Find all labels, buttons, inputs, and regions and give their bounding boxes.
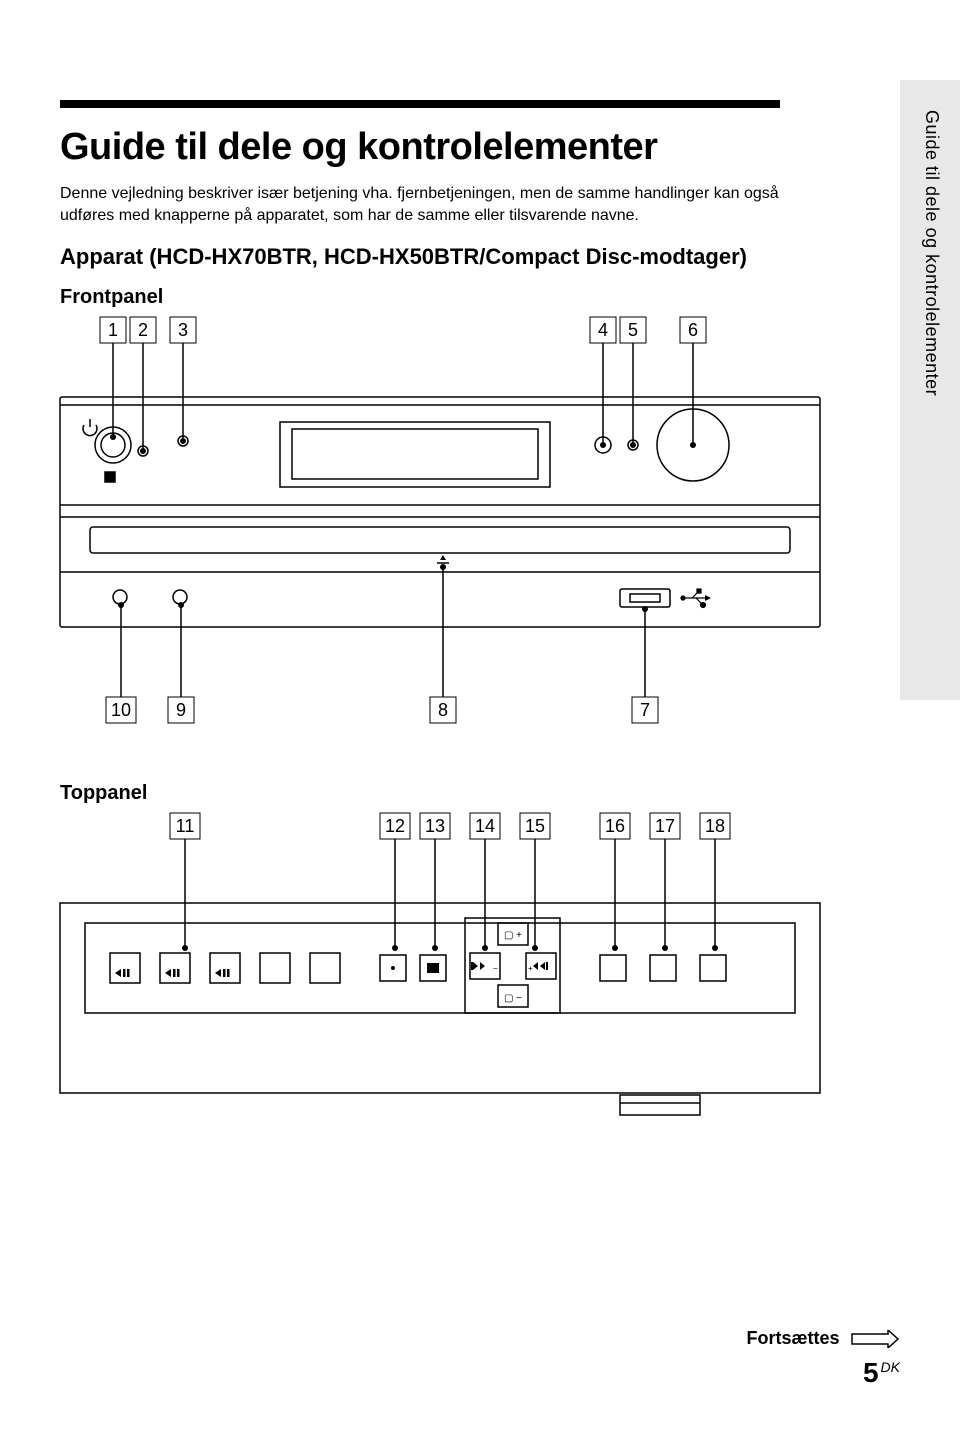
page-number-value: 5 [863, 1357, 879, 1388]
toppanel-heading: Toppanel [60, 782, 900, 805]
callout-5: 5 [628, 320, 638, 340]
svg-text:−: − [493, 964, 498, 973]
frontpanel-diagram: 1 2 3 4 5 6 [60, 317, 840, 757]
svg-text:+: + [528, 964, 533, 973]
callout-14: 14 [475, 816, 495, 836]
page-title: Guide til dele og kontrolelementer [60, 126, 900, 169]
frontpanel-heading: Frontpanel [60, 286, 900, 309]
page-number: 5DK [747, 1357, 900, 1389]
callout-9: 9 [176, 700, 186, 720]
callout-6: 6 [688, 320, 698, 340]
footer: Fortsættes 5DK [747, 1328, 900, 1389]
callout-7: 7 [640, 700, 650, 720]
callout-18: 18 [705, 816, 725, 836]
callout-1: 1 [108, 320, 118, 340]
intro-paragraph: Denne vejledning beskriver især betjenin… [60, 183, 780, 226]
callout-13: 13 [425, 816, 445, 836]
page-number-suffix: DK [881, 1359, 900, 1375]
callout-11: 11 [176, 816, 195, 836]
toppanel-diagram: 11 12 13 14 15 16 17 18 [60, 813, 840, 1153]
continues-label: Fortsættes [747, 1328, 840, 1349]
continues-arrow-icon [850, 1330, 900, 1348]
page-content: Guide til dele og kontrolelementer Denne… [0, 0, 960, 1198]
callout-8: 8 [438, 700, 448, 720]
svg-text:▢ −: ▢ − [504, 993, 522, 1004]
callout-3: 3 [178, 320, 188, 340]
svg-text:▢ +: ▢ + [504, 930, 522, 941]
callout-15: 15 [525, 816, 545, 836]
title-rule [60, 100, 780, 108]
callout-4: 4 [598, 320, 608, 340]
apparat-heading: Apparat (HCD-HX70BTR, HCD-HX50BTR/Compac… [60, 244, 900, 270]
callout-10: 10 [111, 700, 131, 720]
callout-2: 2 [138, 320, 148, 340]
callout-16: 16 [605, 816, 625, 836]
callout-12: 12 [385, 816, 405, 836]
callout-17: 17 [655, 816, 675, 836]
